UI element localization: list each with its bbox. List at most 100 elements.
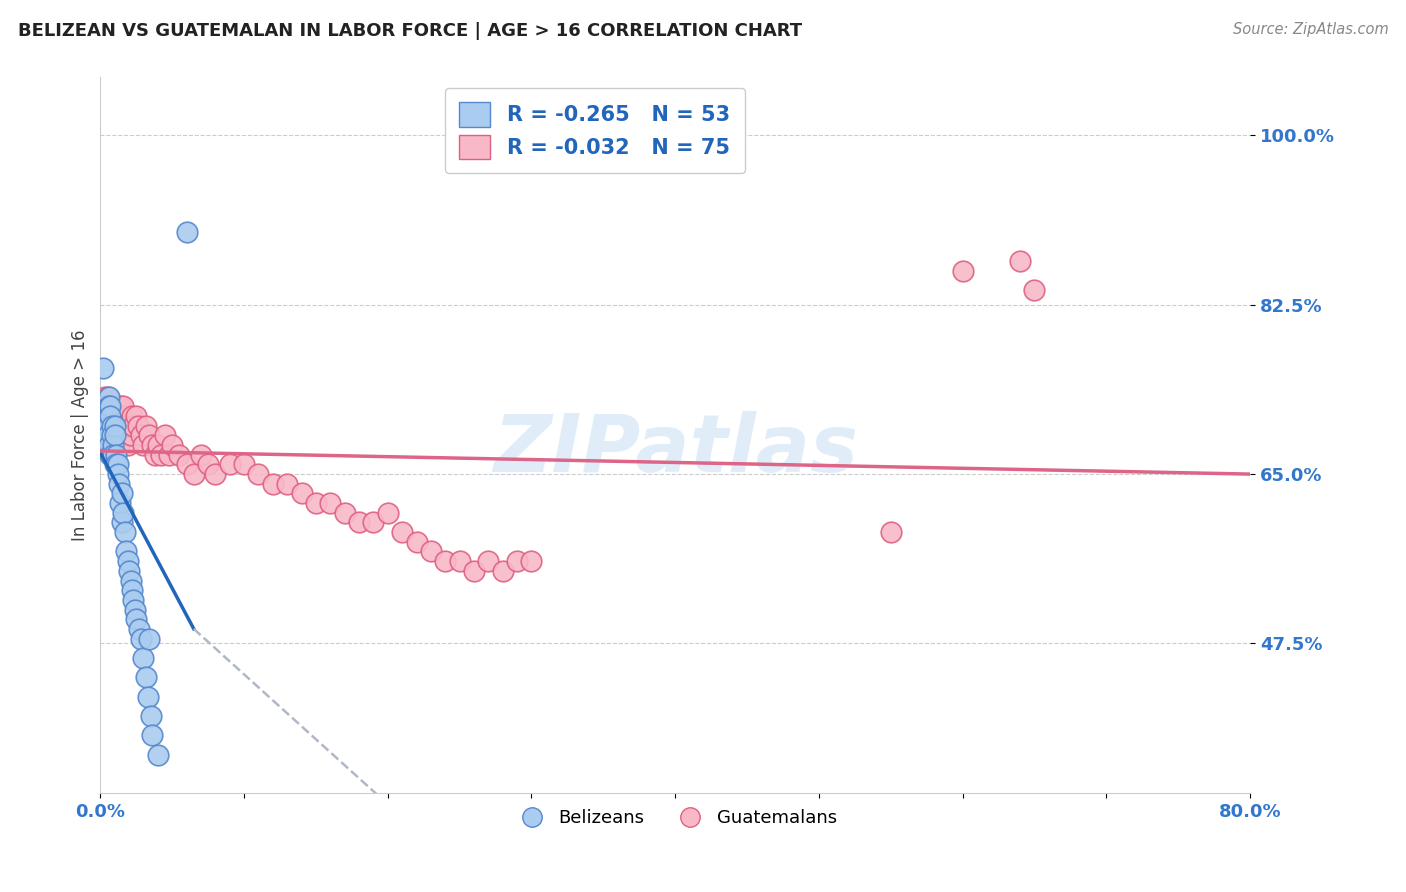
Point [135,418,157,433]
Text: Source: ZipAtlas.com: Source: ZipAtlas.com [1233,22,1389,37]
Point [132,651,155,665]
Point [190,448,212,462]
Point [520,554,543,568]
Point [103,438,125,452]
Point [305,496,328,510]
Point [880,525,903,540]
Point [146,747,169,762]
Point [93,418,115,433]
Point [129,632,152,646]
Point [129,428,152,442]
Point [110,400,132,414]
Point [91,418,114,433]
Point [91,400,114,414]
Point [98,400,121,414]
Point [290,486,312,500]
Point [218,458,240,472]
Point [434,554,457,568]
Point [111,418,134,433]
Point [333,506,356,520]
Point [120,428,142,442]
Text: ZIPatlas: ZIPatlas [492,410,858,489]
Point [122,592,145,607]
Point [103,438,125,452]
Point [111,409,134,423]
Point [96,409,118,423]
Point [391,525,413,540]
Point [952,264,974,278]
Point [117,438,139,452]
Point [449,554,471,568]
Point [124,602,146,616]
Point [104,428,127,442]
Point [492,564,515,578]
Point [347,516,370,530]
Point [128,622,150,636]
Point [363,516,385,530]
Point [1024,283,1046,297]
Point [247,467,270,481]
Point [125,409,148,423]
Point [96,418,118,433]
Point [91,360,114,375]
Point [405,534,427,549]
Point [94,418,117,433]
Point [103,448,125,462]
Point [94,428,117,442]
Point [204,467,226,481]
Point [319,496,342,510]
Point [138,428,160,442]
Point [96,428,118,442]
Point [104,458,127,472]
Point [132,438,155,452]
Point [105,448,128,462]
Point [96,400,118,414]
Point [101,409,124,423]
Point [100,418,122,433]
Point [114,418,136,433]
Point [104,409,127,423]
Point [138,632,160,646]
Point [463,564,485,578]
Point [107,428,129,442]
Point [107,467,129,481]
Point [141,728,163,742]
Point [98,418,121,433]
Point [160,438,183,452]
Point [118,418,141,433]
Point [101,428,124,442]
Point [111,486,134,500]
Point [149,448,172,462]
Point [104,428,127,442]
Point [377,506,399,520]
Point [135,670,157,684]
Point [157,448,180,462]
Point [96,400,118,414]
Point [262,476,284,491]
Point [114,525,136,540]
Point [101,428,124,442]
Point [143,448,166,462]
Point [176,225,198,239]
Point [276,476,298,491]
Point [94,409,117,423]
Point [118,564,141,578]
Point [96,390,118,404]
Point [94,409,117,423]
Point [107,458,129,472]
Point [93,428,115,442]
Point [419,544,441,558]
Point [108,476,131,491]
Point [1010,254,1032,268]
Point [197,458,219,472]
Text: BELIZEAN VS GUATEMALAN IN LABOR FORCE | AGE > 16 CORRELATION CHART: BELIZEAN VS GUATEMALAN IN LABOR FORCE | … [18,22,803,40]
Point [117,554,139,568]
Point [110,496,132,510]
Point [136,690,159,704]
Point [105,418,128,433]
Point [100,448,122,462]
Point [100,400,122,414]
Point [146,438,169,452]
Point [506,554,529,568]
Point [103,418,125,433]
